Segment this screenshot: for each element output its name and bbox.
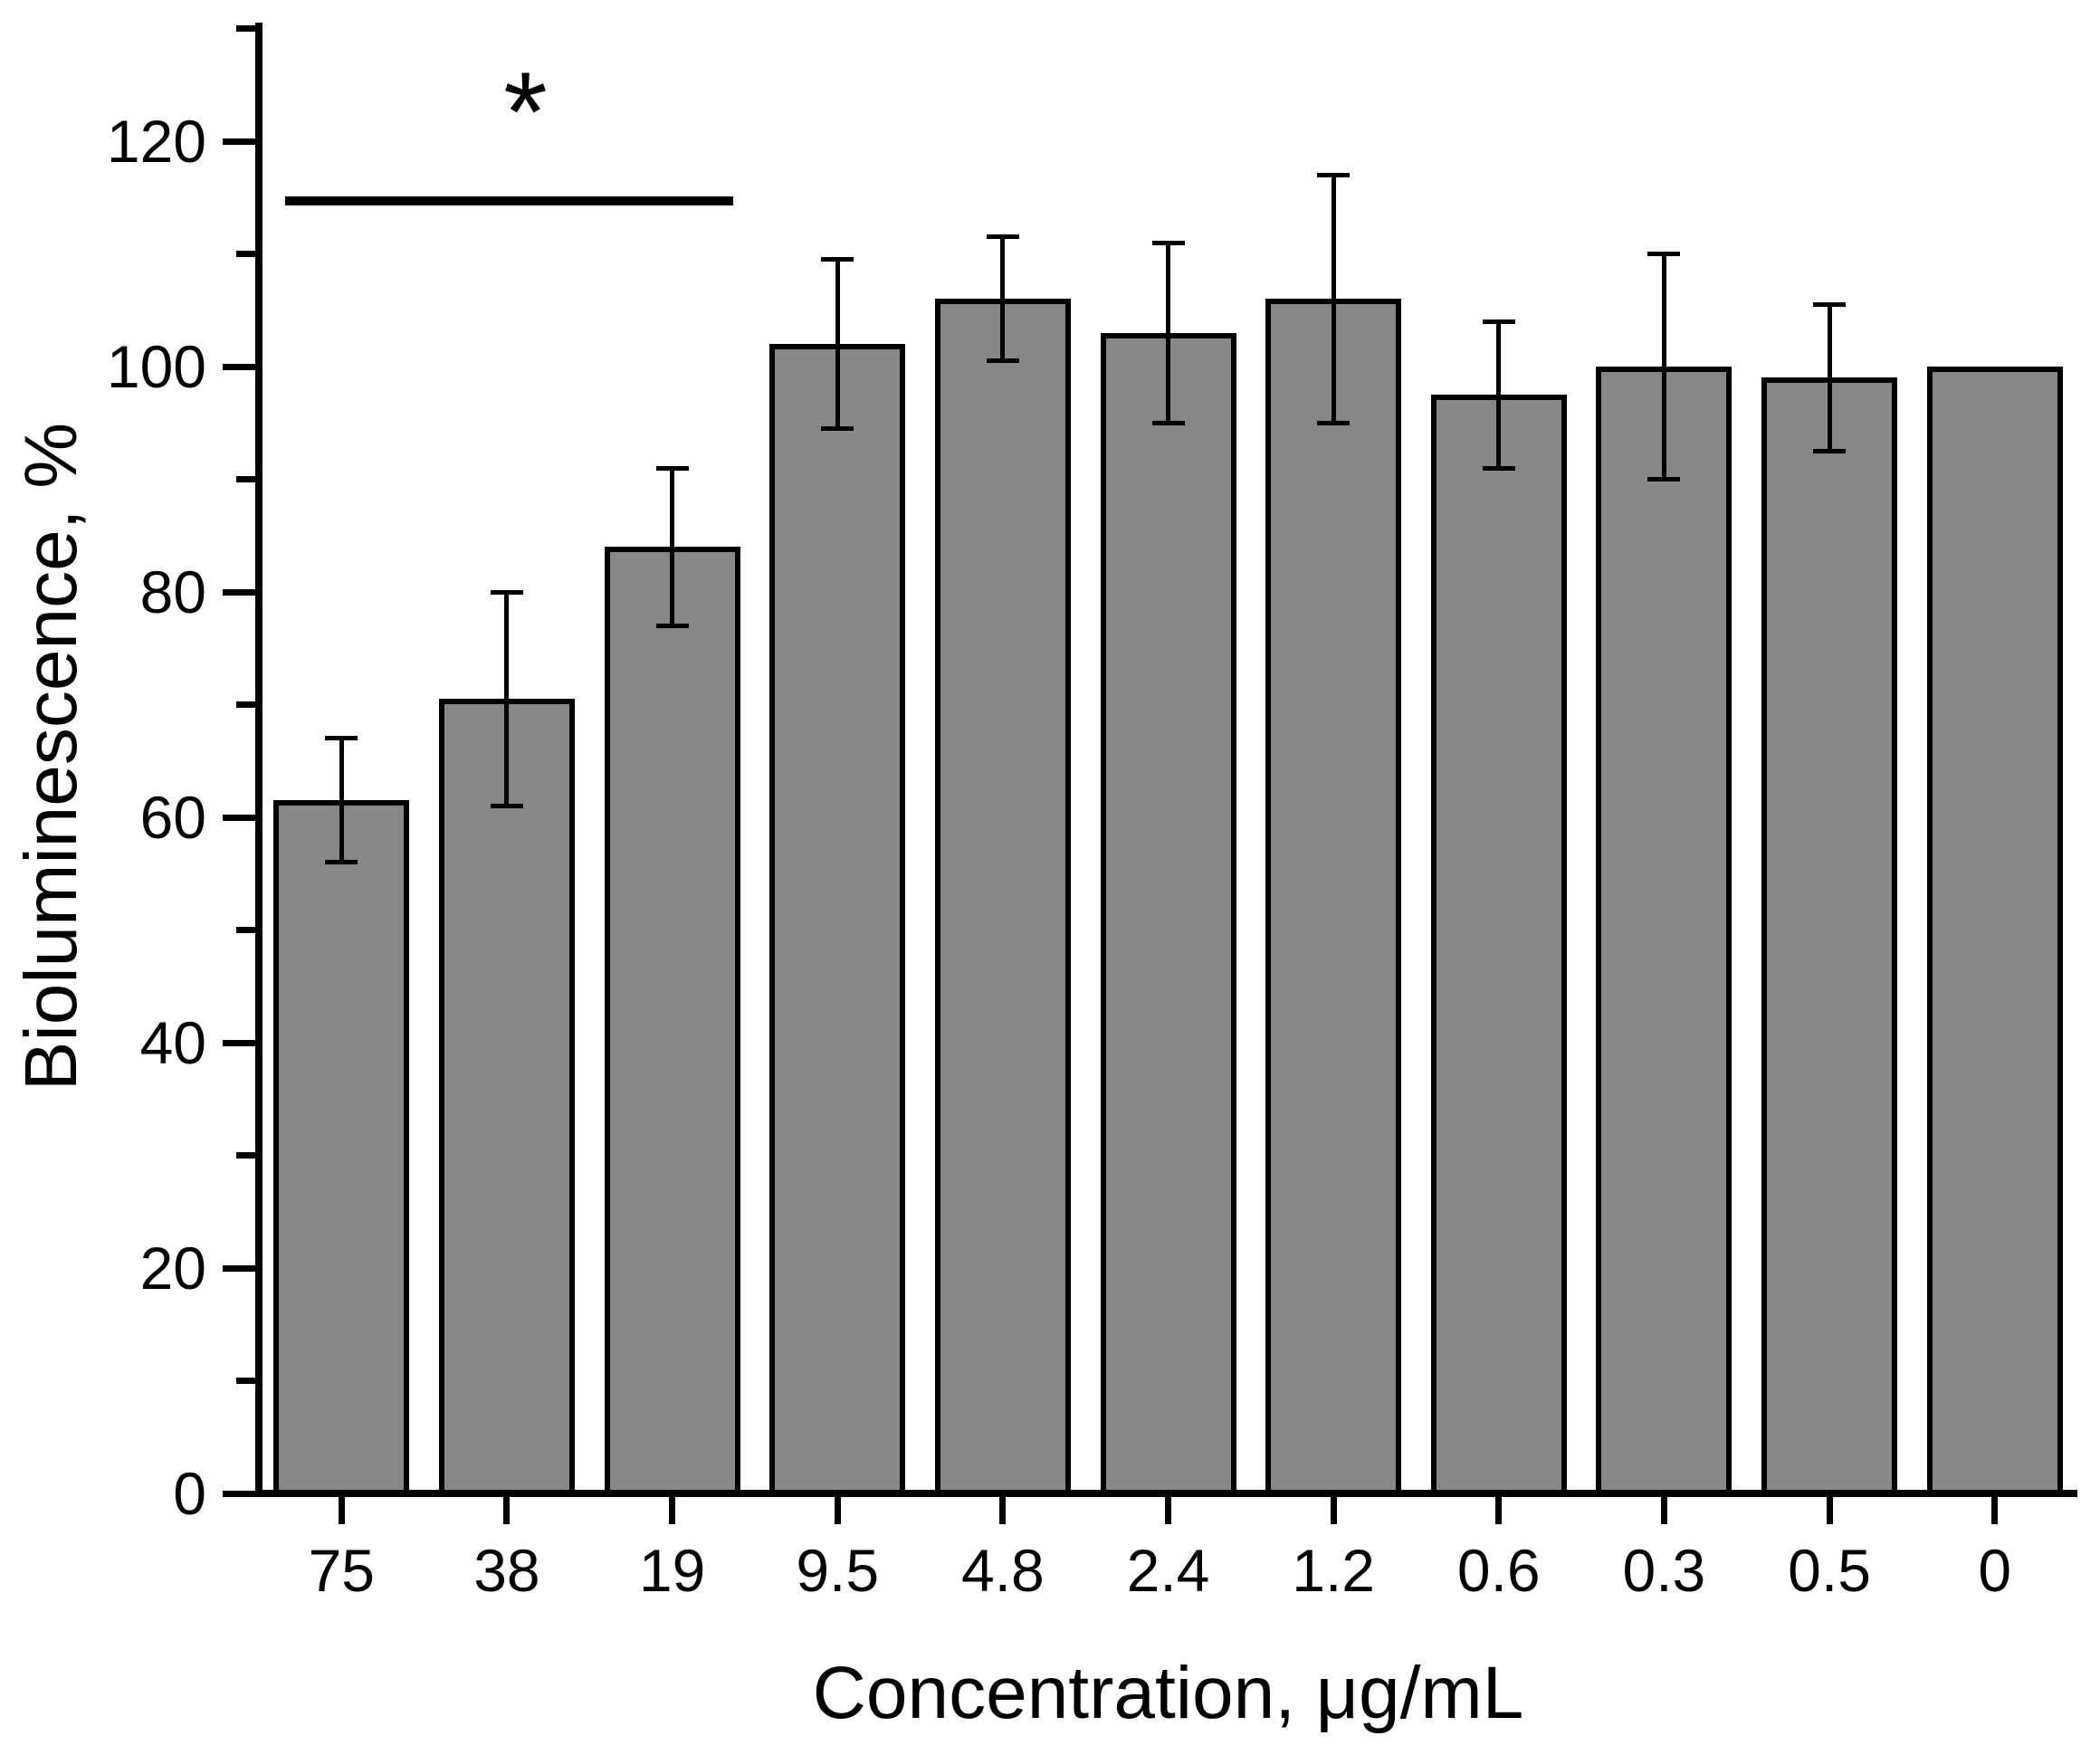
y-major-tick [223, 814, 255, 821]
y-minor-tick [236, 701, 255, 708]
x-tick [503, 1497, 511, 1524]
x-tick-label: 19 [638, 1537, 706, 1604]
x-tick-label: 38 [473, 1537, 540, 1604]
error-bar-cap-top [821, 257, 854, 262]
error-bar-line [1496, 321, 1502, 469]
bar [1430, 395, 1567, 1497]
x-tick [1826, 1497, 1833, 1524]
error-bar-cap-top [1151, 240, 1185, 245]
error-bar-line [1000, 236, 1006, 361]
y-major-tick [223, 138, 255, 145]
error-bar-cap-top [1647, 252, 1681, 256]
error-bar-cap-bottom [986, 358, 1019, 364]
x-tick [1165, 1497, 1171, 1524]
y-axis-title: Bioluminescence, % [10, 422, 92, 1092]
significance-line [285, 196, 733, 205]
y-major-tick [223, 1039, 255, 1046]
bar [1761, 377, 1898, 1497]
x-axis-title: Concentration, μg/mL [812, 1652, 1524, 1734]
error-bar-line [504, 592, 510, 806]
y-minor-tick [236, 1378, 255, 1384]
bar [1265, 299, 1402, 1497]
y-axis-line [255, 23, 262, 1497]
bar [1596, 367, 1732, 1497]
error-bar-cap-bottom [1151, 420, 1185, 425]
y-minor-tick [236, 25, 255, 32]
y-minor-tick [236, 251, 255, 257]
x-tick [1330, 1497, 1337, 1524]
y-tick-label: 0 [173, 1460, 206, 1527]
bar [934, 299, 1071, 1497]
error-bar-line [1661, 253, 1666, 480]
error-bar-line [339, 738, 344, 863]
error-bar-cap-top [325, 736, 358, 741]
x-tick [338, 1497, 345, 1524]
x-tick-label: 0.6 [1456, 1537, 1541, 1604]
x-tick [1495, 1497, 1503, 1524]
y-tick-label: 20 [139, 1235, 206, 1302]
error-bar-cap-bottom [1813, 448, 1847, 453]
significance-asterisk: * [503, 50, 548, 176]
bar [769, 344, 906, 1497]
y-tick-label: 120 [106, 108, 206, 175]
bar [273, 800, 410, 1497]
x-tick-label: 0.5 [1788, 1537, 1871, 1604]
error-bar-cap-top [1813, 302, 1847, 308]
x-tick [1991, 1497, 1999, 1524]
x-tick [999, 1497, 1007, 1524]
bar [604, 547, 740, 1497]
y-major-tick [223, 1490, 255, 1497]
y-minor-tick [236, 927, 255, 933]
bar [438, 699, 575, 1497]
x-tick-label: 1.2 [1292, 1537, 1375, 1604]
error-bar-cap-bottom [1647, 477, 1681, 482]
y-minor-tick [236, 1152, 255, 1159]
y-tick-label: 100 [106, 333, 206, 400]
y-tick-label: 40 [139, 1009, 206, 1076]
error-bar-cap-top [490, 589, 523, 595]
error-bar-cap-top [986, 234, 1019, 240]
y-major-tick [223, 363, 255, 370]
error-bar-cap-bottom [821, 425, 854, 431]
error-bar-cap-bottom [490, 804, 523, 809]
y-tick-label: 80 [139, 558, 206, 625]
y-major-tick [223, 588, 255, 596]
error-bar-line [1166, 243, 1170, 424]
error-bar-cap-top [1482, 319, 1515, 324]
error-bar-line [835, 259, 840, 429]
x-tick [669, 1497, 676, 1524]
x-tick-label: 0 [1978, 1537, 2012, 1604]
bar [1926, 367, 2063, 1497]
x-tick-label: 0.3 [1622, 1537, 1706, 1604]
error-bar-cap-bottom [1317, 420, 1351, 425]
y-minor-tick [236, 476, 255, 482]
error-bar-cap-bottom [325, 860, 358, 865]
error-bar-line [1827, 304, 1832, 452]
x-tick [1660, 1497, 1667, 1524]
y-major-tick [223, 1264, 255, 1272]
error-bar-cap-top [1317, 172, 1351, 177]
x-tick [834, 1497, 841, 1524]
x-tick-label: 75 [308, 1537, 376, 1604]
error-bar-cap-bottom [1482, 465, 1515, 471]
x-axis-line [255, 1490, 2077, 1497]
error-bar-cap-top [655, 465, 689, 471]
bar [1100, 332, 1236, 1497]
x-tick-label: 2.4 [1126, 1537, 1210, 1604]
error-bar-line [1331, 175, 1336, 424]
x-tick-label: 4.8 [960, 1537, 1045, 1604]
error-bar-cap-bottom [655, 623, 689, 628]
y-tick-label: 60 [139, 784, 206, 851]
error-bar-line [670, 468, 675, 626]
x-tick-label: 9.5 [796, 1537, 880, 1604]
